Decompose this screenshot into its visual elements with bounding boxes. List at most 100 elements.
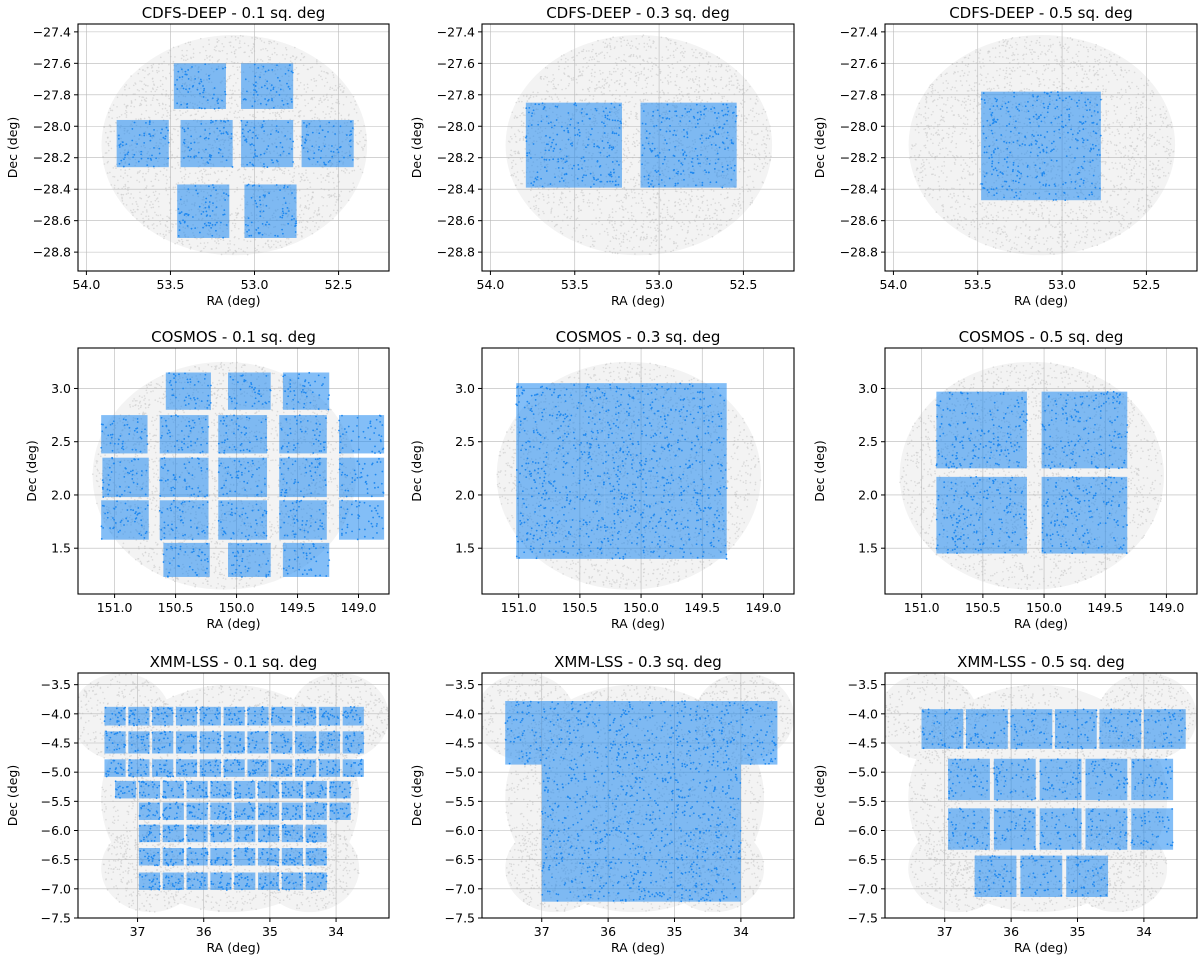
background-point <box>688 96 690 98</box>
background-point <box>154 212 156 214</box>
background-point <box>647 212 649 214</box>
background-point <box>548 81 550 83</box>
background-point <box>648 36 650 38</box>
selected-point <box>201 157 203 159</box>
background-point <box>300 151 302 153</box>
background-point <box>305 205 307 207</box>
background-point <box>299 206 301 208</box>
background-point <box>517 171 519 173</box>
background-point <box>634 154 636 156</box>
background-point <box>613 237 615 239</box>
selected-point <box>216 222 218 224</box>
background-point <box>649 221 651 223</box>
background-point <box>237 105 239 107</box>
background-point <box>314 226 316 228</box>
background-point <box>565 58 567 60</box>
background-point <box>708 56 710 58</box>
background-point <box>650 198 652 200</box>
background-point <box>313 216 315 218</box>
selected-point <box>178 235 180 237</box>
background-point <box>297 73 299 75</box>
background-point <box>721 224 723 226</box>
selected-point <box>261 86 263 88</box>
background-point <box>589 87 591 89</box>
background-point <box>653 213 655 215</box>
background-point <box>519 131 521 133</box>
background-point <box>154 91 156 93</box>
background-point <box>701 202 703 204</box>
selected-point <box>228 195 230 197</box>
selected-point <box>191 66 193 68</box>
background-point <box>649 39 651 41</box>
background-point <box>625 208 627 210</box>
background-point <box>635 146 637 148</box>
background-point <box>333 194 335 196</box>
background-point <box>683 52 685 54</box>
selected-point <box>262 66 264 68</box>
background-point <box>664 204 666 206</box>
background-point <box>662 217 664 219</box>
background-point <box>334 193 336 195</box>
background-point <box>592 240 594 242</box>
background-point <box>702 210 704 212</box>
background-point <box>345 168 347 170</box>
background-point <box>683 66 685 68</box>
background-point <box>636 85 638 87</box>
background-point <box>323 95 325 97</box>
background-point <box>590 246 592 248</box>
background-point <box>621 60 623 62</box>
background-point <box>237 37 239 39</box>
background-point <box>174 109 176 111</box>
background-point <box>638 79 640 81</box>
y-tick-label: −28.2 <box>33 150 71 165</box>
background-point <box>691 49 693 51</box>
background-point <box>586 50 588 52</box>
background-point <box>309 218 311 220</box>
selected-point <box>204 207 206 209</box>
background-point <box>236 117 238 119</box>
background-point <box>332 103 334 105</box>
background-point <box>205 112 207 114</box>
background-point <box>623 54 625 56</box>
background-point <box>652 40 654 42</box>
background-point <box>571 236 573 238</box>
selected-point <box>291 219 293 221</box>
background-point <box>226 178 228 180</box>
background-point <box>749 176 751 178</box>
background-point <box>735 75 737 77</box>
background-point <box>154 194 156 196</box>
background-point <box>538 210 540 212</box>
background-point <box>565 61 567 63</box>
background-point <box>161 116 163 118</box>
background-point <box>752 120 754 122</box>
background-point <box>329 88 331 90</box>
selected-point <box>287 207 289 209</box>
background-point <box>235 110 237 112</box>
background-point <box>313 172 315 174</box>
background-point <box>607 234 609 236</box>
background-point <box>578 205 580 207</box>
background-point <box>165 234 167 236</box>
background-point <box>620 41 622 43</box>
background-point <box>195 182 197 184</box>
background-point <box>281 169 283 171</box>
background-point <box>286 49 288 51</box>
background-point <box>121 198 123 200</box>
background-point <box>298 85 300 87</box>
background-point <box>755 156 757 158</box>
background-point <box>757 120 759 122</box>
background-point <box>769 130 771 132</box>
selected-point <box>266 88 268 90</box>
background-point <box>256 176 258 178</box>
background-point <box>323 197 325 199</box>
selected-point <box>218 148 220 150</box>
background-point <box>282 172 284 174</box>
background-point <box>569 191 571 193</box>
selected-point <box>208 78 210 80</box>
panel-1: 54.0 53.5 53.0 52.5−27.4−27.6−27.8−28.0−28.… <box>5 4 389 308</box>
background-point <box>710 204 712 206</box>
background-point <box>738 210 740 212</box>
background-point <box>157 86 159 88</box>
background-point <box>587 202 589 204</box>
selected-point <box>226 159 228 161</box>
